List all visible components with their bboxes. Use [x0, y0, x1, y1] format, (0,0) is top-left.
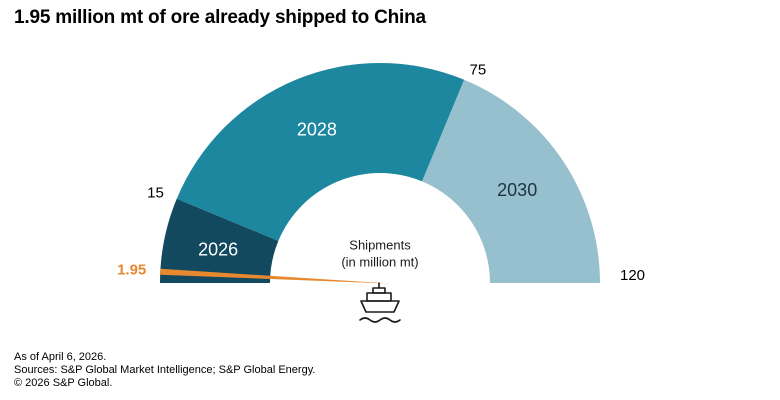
- chart-footer: As of April 6, 2026. Sources: S&P Global…: [14, 351, 315, 390]
- gauge-labels: 2026 2028 2030 15 75 120: [147, 61, 645, 284]
- chart-title: 1.95 million mt of ore already shipped t…: [14, 7, 426, 28]
- segment-label-2026: 2026: [198, 240, 238, 260]
- center-label-line-1: Shipments: [349, 237, 411, 252]
- segment-label-2028: 2028: [297, 119, 337, 139]
- segment-label-2030: 2030: [497, 180, 537, 200]
- gauge-chart: 2026 2028 2030 15 75 120 1.95 Shipments (in mi…: [117, 61, 645, 323]
- gauge-center: Shipments (in million mt): [341, 237, 418, 269]
- ship-icon: [359, 282, 401, 323]
- as-of-note: As of April 6, 2026.: [14, 351, 107, 363]
- tick-label-120: 120: [620, 267, 645, 284]
- gauge-needle: [160, 268, 390, 284]
- gauge-needle-group: 1.95: [117, 262, 390, 284]
- gauge-segment-2026: [160, 198, 279, 283]
- gauge-segments: [160, 62, 600, 283]
- sources-note: Sources: S&P Global Market Intelligence;…: [14, 364, 316, 376]
- tick-label-75: 75: [470, 61, 487, 78]
- copyright-note: © 2026 S&P Global.: [14, 377, 113, 389]
- gauge-segment-2030: [422, 79, 600, 283]
- tick-label-15: 15: [147, 185, 164, 202]
- center-label-line-2: (in million mt): [341, 254, 418, 269]
- needle-value-label: 1.95: [117, 262, 146, 279]
- gauge-segment-2028: [176, 62, 465, 241]
